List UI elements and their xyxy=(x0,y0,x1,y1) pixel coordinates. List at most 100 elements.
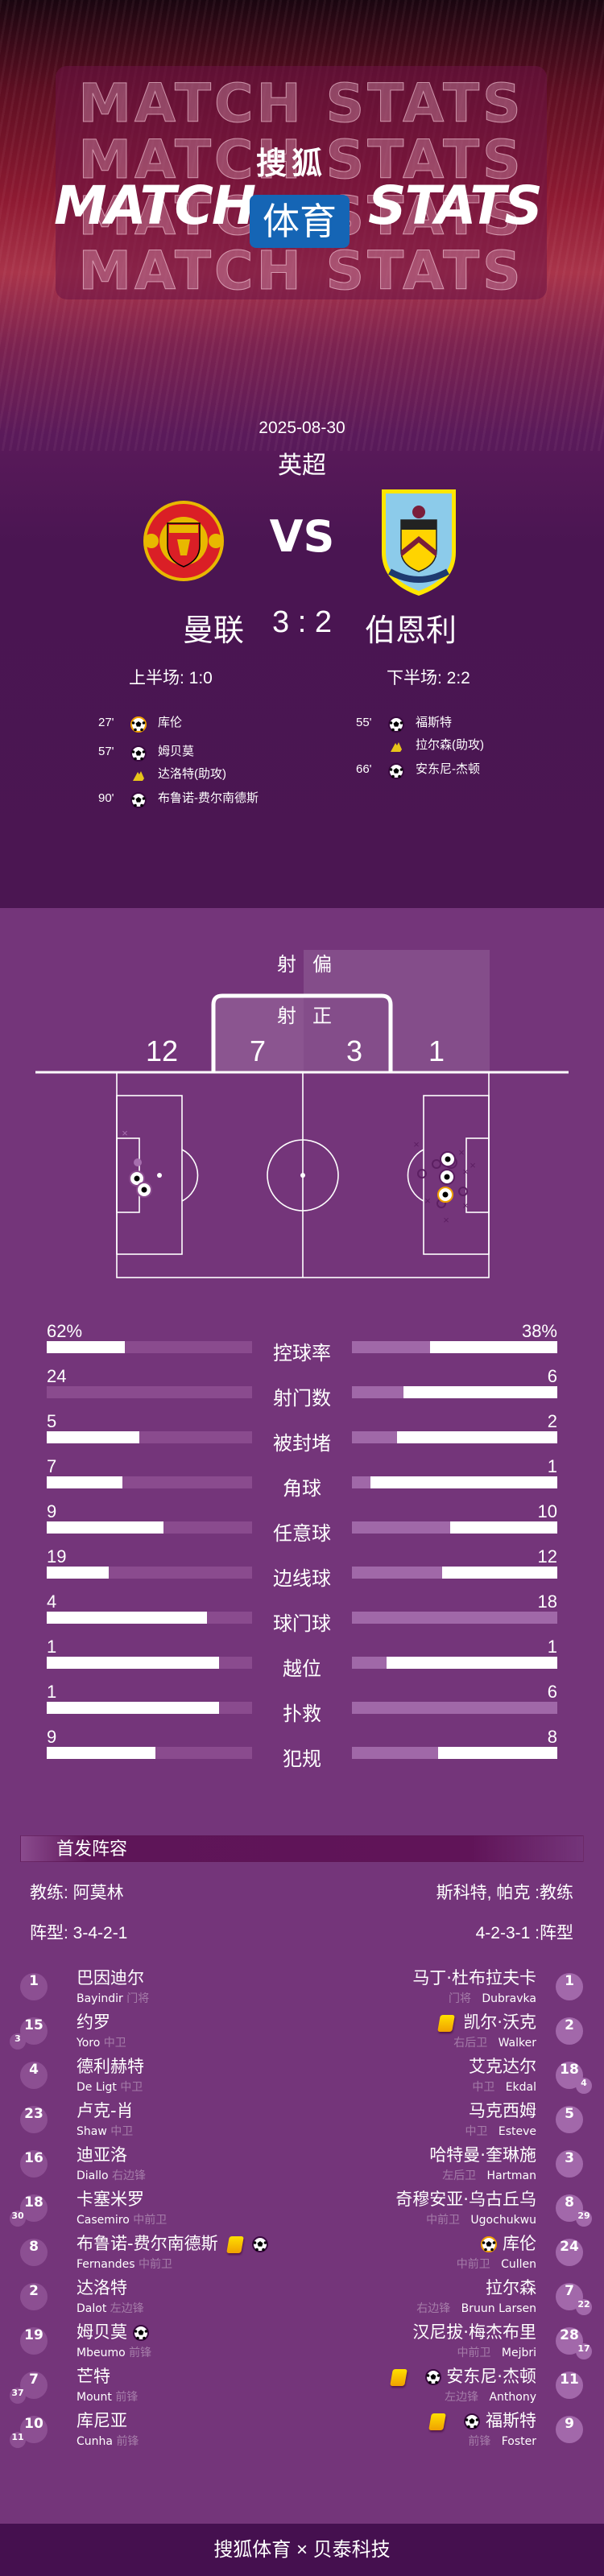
player-english-name: Mbeumo xyxy=(77,2347,126,2359)
home-stat-bar-fill xyxy=(47,1657,220,1669)
home-stat-value: 4 xyxy=(47,1591,57,1612)
yellow-card-icon xyxy=(436,2014,455,2032)
home-stat-value: 7 xyxy=(47,1456,57,1476)
player-position: 前锋 xyxy=(115,2391,139,2404)
player-english-name: Shaw xyxy=(77,2125,107,2138)
second-half-score: 下半场: 2:2 xyxy=(387,669,470,687)
away-stat-bar xyxy=(352,1521,557,1534)
home-stat-value: 9 xyxy=(47,1501,57,1521)
away-stat-bar xyxy=(352,1612,557,1624)
svg-text:×: × xyxy=(122,1127,128,1139)
player-position: 左边锋 xyxy=(445,2391,479,2404)
player-detail: 右边锋 Bruun Larsen xyxy=(416,2301,536,2316)
event-minute: 57' xyxy=(98,745,114,758)
player-english-name: Cunha xyxy=(77,2435,113,2448)
away-team-name: 伯恩利 xyxy=(364,614,457,648)
first-half-score: 上半场: 1:0 xyxy=(129,669,213,687)
event-minute: 66' xyxy=(356,762,372,776)
home-off-target-count: 12 xyxy=(146,1034,178,1067)
title-match: MATCH xyxy=(54,175,256,237)
match-event: 57' 姆贝莫 xyxy=(98,742,308,762)
event-minute: 90' xyxy=(98,791,114,805)
player-name: 福斯特 xyxy=(486,2411,536,2430)
player-detail: 左边锋 Anthony xyxy=(445,2390,536,2405)
substitution-minute-badge: 37 xyxy=(10,2388,26,2404)
player-english-name: Mejbri xyxy=(501,2347,536,2359)
player-english-name: Bruun Larsen xyxy=(461,2302,536,2315)
home-stat-bar xyxy=(47,1567,252,1579)
player-english-name: Mount xyxy=(77,2391,112,2404)
event-minute: 55' xyxy=(356,716,372,729)
player-name: 汉尼拔·梅杰布里 xyxy=(412,2322,536,2342)
home-stat-value: 24 xyxy=(47,1366,67,1386)
player-position: 前锋 xyxy=(129,2347,152,2359)
away-stat-bar xyxy=(352,1341,557,1353)
final-score: 3 : 2 xyxy=(272,605,332,639)
player-detail: Casemiro 中前卫 xyxy=(77,2213,167,2227)
away-stat-bar-fill xyxy=(370,1476,557,1488)
goal-icon xyxy=(388,716,404,733)
player-detail: 前锋 Foster xyxy=(468,2434,536,2449)
jersey-number: 4 xyxy=(20,2062,48,2089)
away-stat-value: 10 xyxy=(537,1501,557,1521)
player-position: 中卫 xyxy=(110,2125,134,2138)
player-detail: Cunha 前锋 xyxy=(77,2434,139,2449)
home-team-name: 曼联 xyxy=(182,614,244,648)
player-english-name: Foster xyxy=(501,2435,536,2448)
player-name-row: 库伦 xyxy=(481,2233,536,2254)
away-stat-bar-fill xyxy=(450,1521,557,1534)
player-detail: 右后卫 Walker xyxy=(453,2036,536,2050)
goal-icon xyxy=(252,2236,269,2252)
player-detail: De Ligt 中卫 xyxy=(77,2080,143,2095)
footer-credits: 搜狐体育 × 贝泰科技 xyxy=(0,2524,604,2576)
player-name-row: 迪亚洛 xyxy=(77,2145,127,2165)
player-english-name: Ugochukwu xyxy=(470,2214,536,2227)
jersey-number: 1 xyxy=(20,1973,48,2000)
away-stat-bar xyxy=(352,1386,557,1398)
away-stat-bar-fill xyxy=(438,1747,557,1759)
player-position: 中卫 xyxy=(120,2081,143,2094)
home-stat-bar xyxy=(47,1431,252,1443)
away-stat-value: 18 xyxy=(537,1591,557,1612)
substitution-minute-badge: 30 xyxy=(10,2211,26,2227)
player-detail: Bayindir 门将 xyxy=(77,1992,149,2006)
event-player: 布鲁诺-费尔南德斯 xyxy=(158,791,259,805)
home-stat-bar xyxy=(47,1521,252,1534)
home-stat-value: 1 xyxy=(47,1682,57,1702)
player-name-row: 德利赫特 xyxy=(77,2056,144,2077)
player-name: 马克西姆 xyxy=(469,2101,536,2120)
event-player: 福斯特 xyxy=(416,716,453,729)
home-coach: 教练: 阿莫林 xyxy=(30,1884,124,1902)
player-name-row: 凯尔·沃克 xyxy=(434,2012,536,2033)
own-goal-icon xyxy=(130,716,147,733)
player-name: 卢克-肖 xyxy=(77,2101,134,2120)
event-player: 姆贝莫 xyxy=(158,745,195,758)
player-detail: Mbeumo 前锋 xyxy=(77,2346,151,2360)
home-stat-bar xyxy=(47,1341,252,1353)
match-event: 27' 库伦 xyxy=(98,713,308,733)
player-name: 艾克达尔 xyxy=(469,2057,536,2076)
player-name: 卡塞米罗 xyxy=(77,2190,144,2209)
player-name: 姆贝莫 xyxy=(77,2322,127,2342)
player-english-name: Diallo xyxy=(77,2169,109,2182)
off-target-label: 偏 xyxy=(312,954,332,976)
player-position: 中卫 xyxy=(465,2125,488,2138)
away-coach: 斯科特, 帕克 :教练 xyxy=(436,1884,573,1902)
home-on-target-area xyxy=(213,997,304,1072)
player-name: 约罗 xyxy=(77,2013,110,2032)
assist-boot-icon xyxy=(130,768,147,784)
svg-text:×: × xyxy=(458,1146,465,1158)
substitution-minute-badge: 3 xyxy=(10,2033,26,2050)
away-stat-bar-fill xyxy=(429,1341,557,1353)
player-english-name: Yoro xyxy=(77,2037,101,2050)
player-name-row: 福斯特 xyxy=(425,2410,536,2431)
home-team-logo xyxy=(143,501,224,581)
player-name: 奇穆安亚·乌古丘乌 xyxy=(395,2190,536,2209)
match-event: 66' 安东尼-杰顿 xyxy=(356,760,565,780)
home-stat-bar-fill xyxy=(47,1431,139,1443)
away-stat-bar-fill xyxy=(387,1657,557,1669)
title-stats: STATS xyxy=(368,175,543,237)
home-stat-value: 62% xyxy=(47,1321,83,1341)
goal-markers xyxy=(129,1151,456,1203)
substitution-minute-badge: 22 xyxy=(576,2299,592,2315)
